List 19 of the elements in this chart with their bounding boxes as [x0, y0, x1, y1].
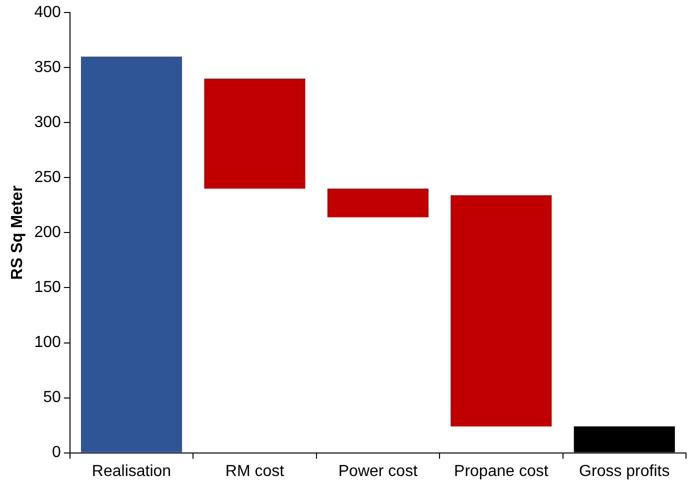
bar [327, 188, 428, 218]
y-tick-label: 300 [34, 114, 61, 132]
y-tick-label: 250 [34, 169, 61, 186]
x-tick-label: Gross profits [579, 462, 670, 480]
y-tick-label: 350 [34, 59, 61, 76]
y-tick-label: 200 [34, 224, 61, 242]
bar [204, 78, 306, 189]
x-tick-label: Realisation [92, 462, 172, 480]
y-tick-label: 400 [34, 4, 61, 22]
y-tick-label: 0 [52, 444, 61, 462]
bar [450, 195, 552, 426]
y-tick-label: 150 [34, 279, 61, 296]
x-tick-label: Power cost [338, 462, 418, 480]
y-tick-label: 50 [43, 389, 61, 406]
y-axis-title: RS Sq Meter [9, 186, 26, 280]
x-tick-label: RM cost [225, 462, 285, 480]
x-tick-label: Propane cost [454, 462, 549, 480]
bar [80, 56, 182, 452]
y-tick-label: 100 [34, 334, 61, 352]
